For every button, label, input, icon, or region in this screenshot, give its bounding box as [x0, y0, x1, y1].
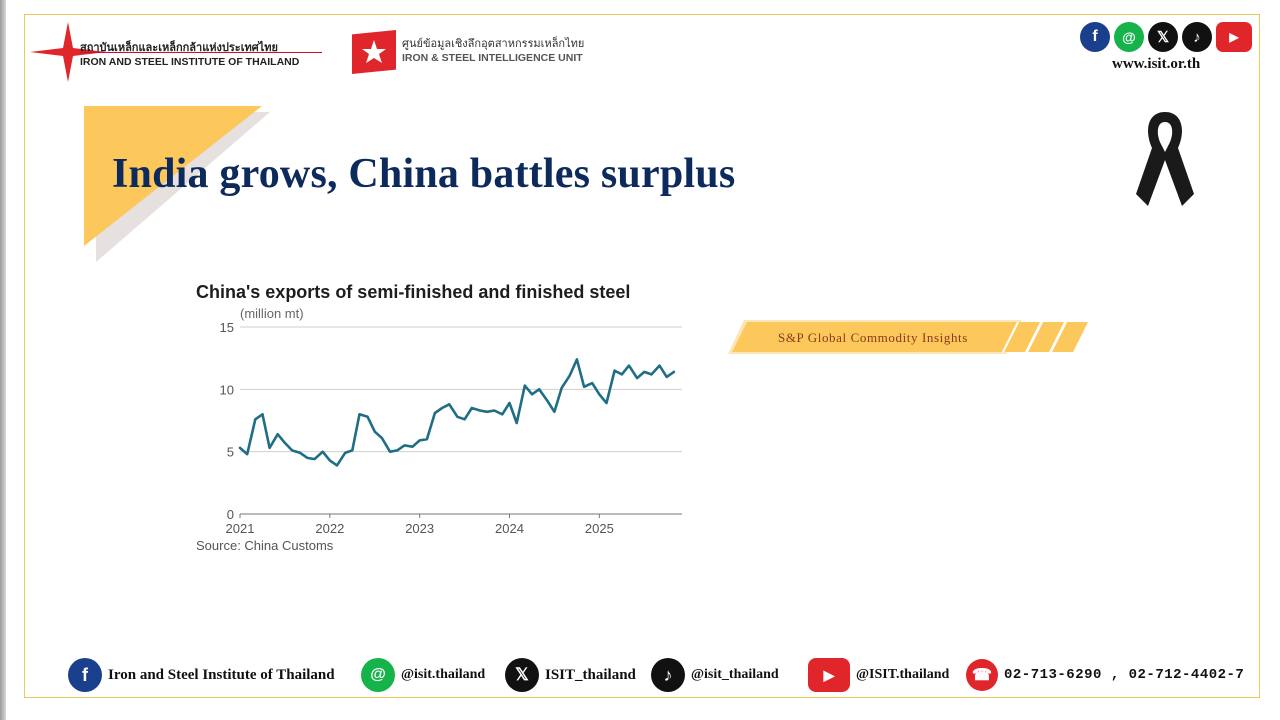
slide-frame	[24, 14, 1260, 698]
source-banner-shape	[728, 320, 1088, 354]
footer-tiktok-label: @isit_thailand	[691, 667, 779, 682]
slide-title: India grows, China battles surplus	[112, 151, 736, 197]
x-icon[interactable]: 𝕏	[1148, 22, 1178, 52]
footer-x[interactable]: 𝕏 ISIT_thailand	[505, 656, 636, 694]
line-icon: @	[361, 658, 395, 692]
source-banner: S&P Global Commodity Insights	[722, 318, 1102, 356]
y-tick-label: 0	[227, 507, 234, 522]
x-tick-label: 2023	[405, 521, 434, 536]
phone-icon: ☎	[966, 659, 998, 691]
isiu-logo: ศูนย์ข้อมูลเชิงลึกอุตสาหกรรมเหล็กไทย IRO…	[352, 28, 612, 78]
facebook-icon[interactable]: f	[1080, 22, 1110, 52]
chart-plot: 0 5 10 15 2021 2022 2023 2024 2025	[220, 320, 682, 536]
facebook-icon: f	[68, 658, 102, 692]
isiu-logo-english: IRON & STEEL INTELLIGENCE UNIT	[402, 52, 583, 64]
website-link[interactable]: www.isit.or.th	[1112, 56, 1201, 72]
title-accent-triangle	[84, 106, 262, 246]
y-tick-label: 15	[220, 320, 234, 335]
exports-chart: 0 5 10 15 2021 2022 2023 2024 2025 China's expor…	[190, 278, 700, 568]
tiktok-icon: ♪	[651, 658, 685, 692]
y-tick-label: 10	[220, 382, 234, 397]
left-edge-rail	[0, 0, 6, 720]
isit-star-icon	[30, 22, 106, 82]
header-social-links: f @ 𝕏 ♪ ▶	[1080, 22, 1252, 54]
source-banner-text: S&P Global Commodity Insights	[778, 330, 968, 345]
isit-logo: สถาบันเหล็กและเหล็กกล้าแห่งประเทศไทย IRO…	[28, 20, 328, 84]
youtube-icon[interactable]: ▶	[1216, 22, 1252, 52]
x-tick-label: 2025	[585, 521, 614, 536]
black-ribbon-icon	[1136, 112, 1194, 206]
series-line	[238, 358, 676, 467]
chart-title: China's exports of semi-finished and fin…	[196, 282, 631, 302]
footer-facebook[interactable]: f Iron and Steel Institute of Thailand	[68, 656, 335, 694]
footer-facebook-label: Iron and Steel Institute of Thailand	[108, 666, 335, 683]
isiu-logo-mark	[352, 30, 396, 74]
chart-source: Source: China Customs	[196, 538, 334, 553]
x-tick-label: 2021	[226, 521, 255, 536]
line-icon[interactable]: @	[1114, 22, 1144, 52]
isiu-logo-thai: ศูนย์ข้อมูลเชิงลึกอุตสาหกรรมเหล็กไทย	[402, 38, 585, 50]
chart-unit-label: (million mt)	[240, 306, 304, 321]
footer-youtube[interactable]: ▶ @ISIT.thailand	[808, 656, 949, 694]
tiktok-icon[interactable]: ♪	[1182, 22, 1212, 52]
isit-logo-english: IRON AND STEEL INSTITUTE OF THAILAND	[80, 56, 300, 68]
y-tick-label: 5	[227, 445, 234, 460]
footer-line-label: @isit.thailand	[401, 667, 486, 682]
isit-logo-divider	[80, 52, 322, 53]
youtube-icon: ▶	[808, 658, 850, 692]
footer-x-label: ISIT_thailand	[545, 666, 636, 683]
x-icon: 𝕏	[505, 658, 539, 692]
footer-tiktok[interactable]: ♪ @isit_thailand	[651, 656, 779, 694]
x-tick-label: 2024	[495, 521, 524, 536]
isit-logo-thai: สถาบันเหล็กและเหล็กกล้าแห่งประเทศไทย	[80, 42, 278, 54]
footer-phone[interactable]: ☎ 02-713-6290 , 02-712-4402-7	[966, 656, 1244, 694]
star-icon	[362, 40, 386, 63]
footer-line[interactable]: @ @isit.thailand	[361, 656, 485, 694]
footer-phone-numbers: 02-713-6290 , 02-712-4402-7	[1004, 667, 1245, 683]
footer-contact-bar: f Iron and Steel Institute of Thailand @…	[0, 656, 1280, 696]
x-tick-label: 2022	[315, 521, 344, 536]
footer-youtube-label: @ISIT.thailand	[856, 667, 950, 682]
